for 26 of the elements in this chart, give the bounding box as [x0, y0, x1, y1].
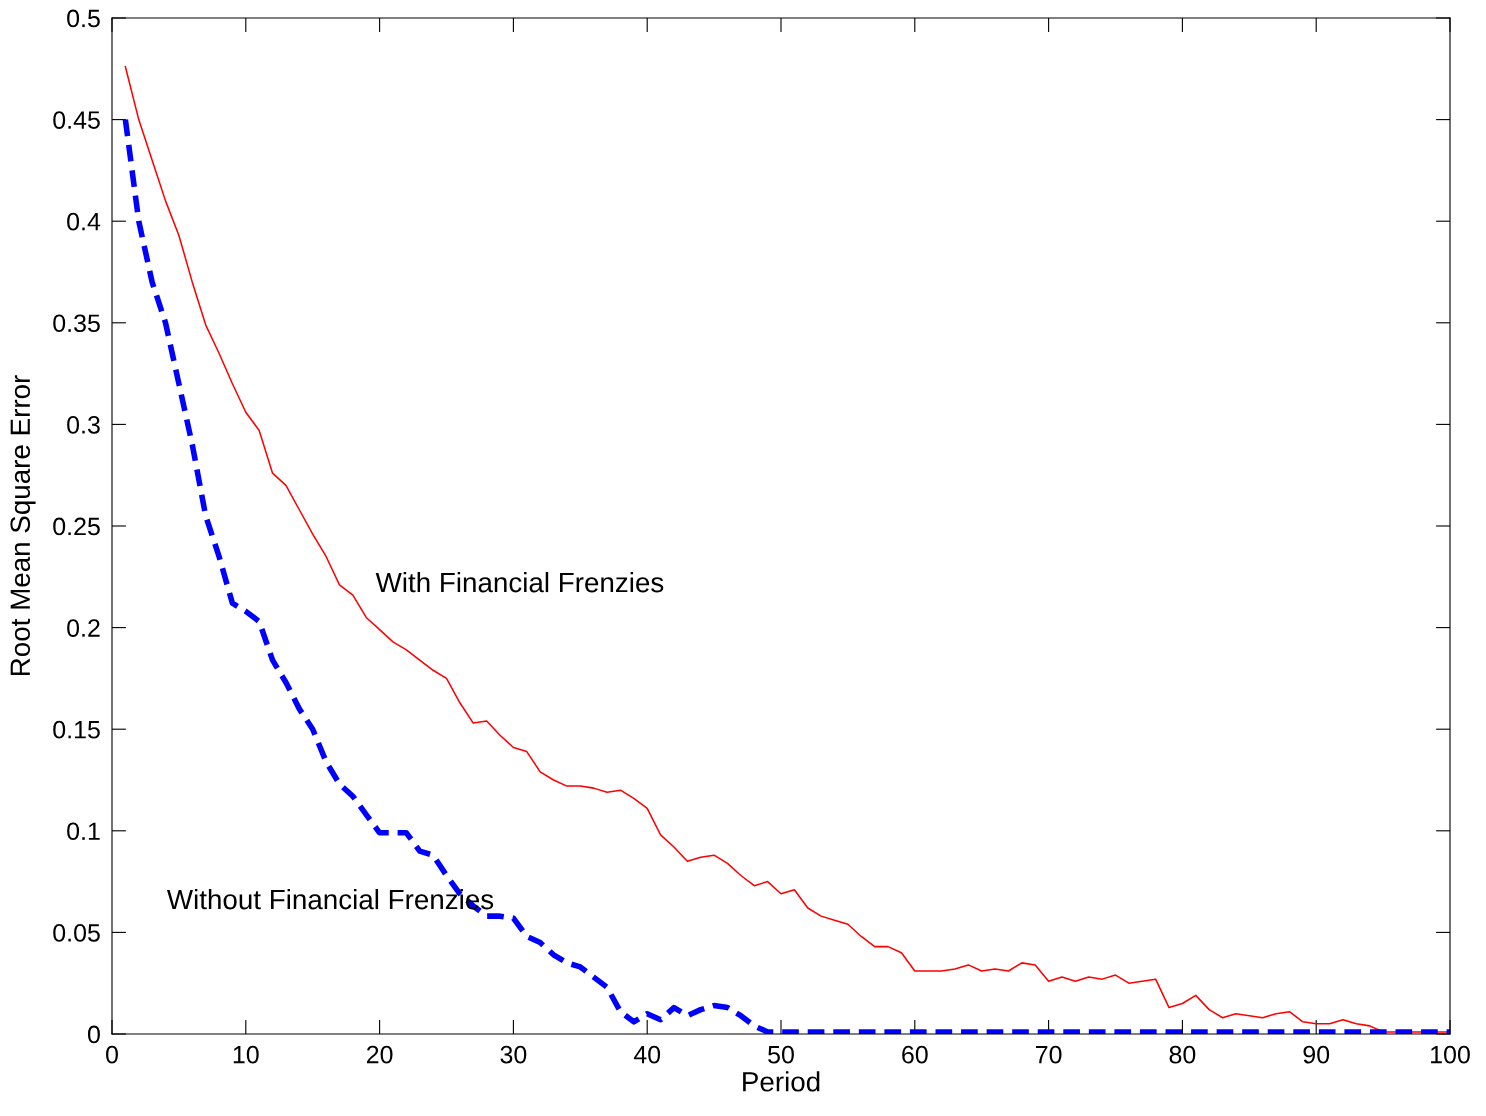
x-tick-label: 80	[1169, 1045, 1196, 1064]
x-tick-label: 30	[500, 1045, 527, 1064]
y-tick-label: 0.2	[67, 619, 100, 637]
x-tick-label: 60	[902, 1045, 928, 1064]
y-tick-label: 0.45	[53, 111, 100, 129]
x-tick-label: 70	[1035, 1045, 1062, 1064]
y-tick-label: 0.5	[67, 9, 100, 28]
y-tick-label: 0.3	[67, 416, 100, 434]
y-tick-label: 0.4	[67, 212, 101, 231]
x-tick-label: 10	[233, 1045, 259, 1064]
annotation: Without Financial Frenzies	[166, 888, 494, 910]
y-tick-label: 0.25	[53, 517, 100, 536]
annotation: With Financial Frenzies	[375, 571, 664, 593]
x-tick-label: 50	[768, 1045, 794, 1064]
y-tick-label: 0	[87, 1025, 100, 1044]
y-tick-label: 0.1	[67, 822, 100, 841]
x-tick-label: 0	[106, 1045, 118, 1064]
x-tick-label: 40	[633, 1045, 661, 1064]
x-tick-label: 90	[1303, 1045, 1330, 1064]
y-tick-label: 0.15	[53, 720, 100, 739]
x-axis-title: Period	[743, 1071, 820, 1092]
x-tick-label: 20	[366, 1045, 393, 1064]
y-tick-label: 0.35	[53, 314, 100, 333]
x-tick-label: 100	[1431, 1045, 1470, 1064]
y-axis-title: Root Mean Square Error	[10, 375, 36, 676]
y-tick-label: 0.05	[53, 924, 100, 942]
